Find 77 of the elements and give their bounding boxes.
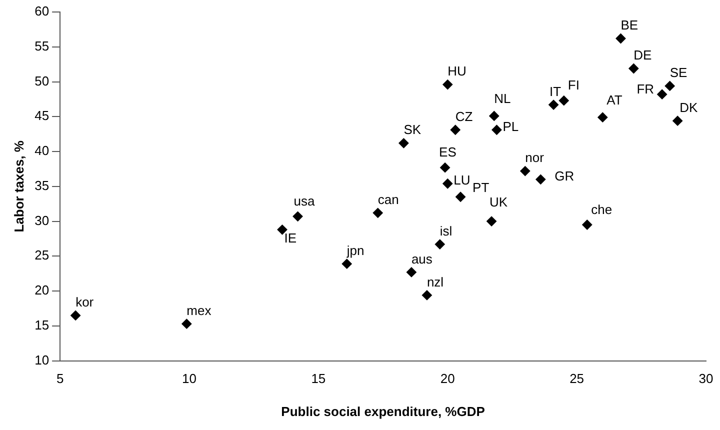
y-tick-label: 10: [34, 352, 50, 368]
point: [277, 224, 288, 235]
point: [672, 116, 683, 126]
text: nor: [525, 150, 544, 166]
point: [664, 80, 675, 91]
text: AT: [606, 92, 622, 108]
text: FR: [636, 81, 654, 96]
point: [598, 112, 608, 122]
text: ES: [439, 144, 456, 160]
point: [398, 138, 409, 148]
text: can: [378, 192, 399, 207]
text: FI: [568, 78, 580, 93]
point: [456, 192, 466, 202]
text: NL: [494, 91, 511, 106]
point: [70, 310, 81, 320]
text: nzl: [426, 274, 444, 290]
point: [657, 89, 668, 100]
text: CZ: [455, 108, 473, 124]
text: PT: [472, 180, 490, 195]
text: IT: [550, 84, 562, 99]
text: isl: [440, 223, 452, 238]
x-tick-label: 15: [311, 371, 326, 386]
point: [616, 34, 626, 44]
text: aus: [411, 251, 432, 266]
text: GR: [554, 168, 574, 184]
text: PL: [502, 118, 519, 134]
x-tick-label: 5: [56, 371, 64, 386]
point: [489, 110, 500, 121]
text: UK: [490, 194, 508, 210]
point: [442, 80, 453, 90]
point: [582, 220, 592, 230]
y-tick-label: 25: [34, 248, 50, 263]
point: [406, 267, 416, 278]
point: [434, 239, 445, 250]
text: LU: [454, 172, 470, 188]
text: jpn: [346, 242, 364, 258]
y-tick-label: 30: [34, 212, 50, 228]
point: [486, 216, 497, 226]
point: [548, 100, 559, 110]
point: [628, 64, 639, 74]
point: [442, 178, 453, 189]
point: [450, 124, 460, 135]
y-tick-label: 15: [34, 318, 50, 332]
point: [492, 124, 502, 135]
point: [520, 166, 530, 176]
point: [372, 208, 383, 218]
text: IE: [284, 230, 297, 246]
x-axis-title: Public social expenditure, %GDP: [281, 404, 486, 419]
point: [292, 211, 303, 222]
y-tick-label: 60: [34, 4, 50, 19]
y-tick-label: 40: [34, 143, 50, 158]
text: SK: [404, 122, 422, 138]
y-tick-label: 45: [34, 108, 50, 124]
x-tick-label: 10: [182, 371, 196, 386]
text: HU: [448, 64, 466, 79]
text: usa: [294, 193, 315, 208]
text: DE: [634, 48, 652, 63]
x-tick-label: 25: [570, 371, 584, 386]
text: SE: [670, 65, 688, 80]
y-tick-label: 50: [34, 73, 50, 88]
text: DK: [680, 100, 698, 115]
point: [440, 162, 450, 173]
y-tick-label: 35: [34, 178, 50, 193]
text: kor: [76, 294, 94, 310]
y-tick-label: 20: [34, 282, 50, 298]
point: [342, 258, 352, 269]
point: [422, 290, 432, 300]
text: BE: [620, 18, 638, 33]
point: [182, 318, 192, 329]
point: [536, 174, 546, 184]
text: che: [591, 202, 612, 217]
text: mex: [186, 302, 212, 318]
x-tick-label: 20: [440, 371, 455, 386]
y-tick-label: 55: [34, 38, 50, 54]
y-axis-title: Labor taxes, %: [11, 140, 26, 232]
point: [558, 96, 569, 106]
x-tick-label: 30: [698, 371, 714, 386]
